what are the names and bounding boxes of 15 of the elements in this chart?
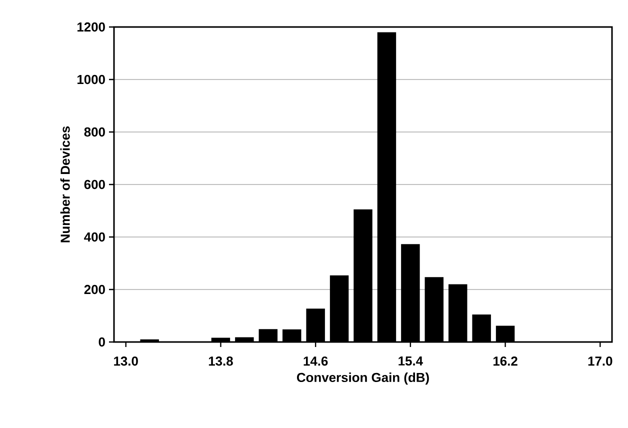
x-tick-label: 13.0 (114, 356, 138, 366)
x-tick-label: 14.6 (304, 356, 328, 366)
y-tick-label: 0 (98, 337, 105, 347)
y-tick-label: 1000 (77, 74, 105, 84)
x-tick-label: 16.2 (494, 356, 518, 366)
y-tick-label: 600 (84, 180, 105, 190)
x-tick-label: 13.8 (208, 356, 233, 366)
y-axis-title: Number of Devices (60, 126, 70, 242)
x-axis-title: Conversion Gain (dB) (296, 372, 429, 385)
x-tick-label: 15.4 (398, 356, 423, 366)
y-tick-label: 1200 (77, 22, 105, 32)
x-tick-label: 17.0 (588, 356, 612, 366)
y-tick-label: 800 (84, 127, 105, 137)
y-tick-label: 400 (84, 232, 105, 242)
y-tick-label: 200 (84, 284, 105, 294)
